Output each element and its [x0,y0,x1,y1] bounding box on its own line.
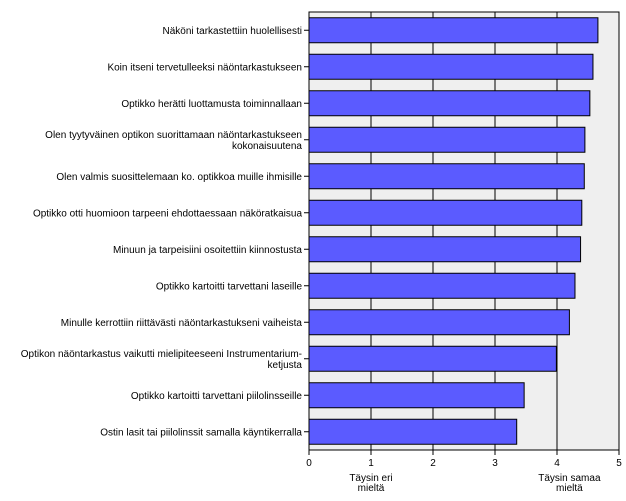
bar-5 [308,163,585,190]
bar-8 [308,272,576,299]
category-label-4: Olen tyytyväinen optikon suorittamaan nä… [45,130,302,152]
category-label-line: Optikon näöntarkastus vaikutti mielipite… [21,349,302,360]
category-label-3: Optikko herätti luottamusta toiminnallaa… [121,99,302,110]
category-label-line: Koin itseni tervetulleeksi näöntarkastuk… [107,62,302,73]
gridlines [370,12,558,450]
plot-area [308,11,620,451]
category-label-line: kokonaisuutena [232,141,302,152]
category-label-5: Olen valmis suosittelemaan ko. optikkoa … [56,172,302,183]
category-label-12: Ostin lasit tai piilolinssit samalla käy… [100,427,302,438]
category-label-line: Optikko herätti luottamusta toiminnallaa… [121,99,302,110]
category-label-11: Optikko kartoitti tarvettani piilolinsse… [131,391,303,402]
category-label-line: Minulle kerrottiin riittävästi näöntarka… [61,318,303,329]
category-label-8: Optikko kartoitti tarvettani laseille [156,281,303,292]
bar-4 [308,126,586,153]
x-tick-label-3: 3 [492,458,498,469]
x-tick-label-4: 4 [554,458,560,469]
category-label-6: Optikko otti huomioon tarpeeni ehdottaes… [33,208,303,219]
x-tick-label-5: 5 [616,458,622,469]
bar-1 [308,17,599,44]
bar-10 [308,345,557,372]
x-tick-label-2: 2 [430,458,436,469]
bars [308,17,599,445]
bar-12 [308,418,518,445]
bar-2 [308,53,594,80]
category-label-line: ketjusta [268,360,303,371]
x-axis-ticks: 0 1 2 3 4 5 [306,450,622,469]
category-labels: Näköni tarkastettiin huolellisesti Koin i… [21,26,303,439]
category-label-line: Näköni tarkastettiin huolellisesti [162,26,302,37]
bar-11 [308,382,525,409]
bar-3 [308,90,591,117]
category-label-1: Näköni tarkastettiin huolellisesti [162,26,302,37]
x-end-label-right: Täysin samaa mieltä [538,473,601,494]
category-label-9: Minulle kerrottiin riittävästi näöntarka… [61,318,303,329]
x-end-label-line: mieltä [358,483,385,494]
category-label-line: Olen tyytyväinen optikon suorittamaan nä… [45,130,302,141]
category-label-line: Optikko otti huomioon tarpeeni ehdottaes… [33,208,303,219]
category-label-line: Minuun ja tarpeisiini osoitettiin kiinno… [113,245,302,256]
category-label-line: Ostin lasit tai piilolinssit samalla käy… [100,427,302,438]
category-label-2: Koin itseni tervetulleeksi näöntarkastuk… [107,62,302,73]
y-axis-ticks [304,29,309,433]
x-end-label-line: Täysin eri [349,473,392,484]
category-label-7: Minuun ja tarpeisiini osoitettiin kiinno… [113,245,302,256]
x-tick-label-0: 0 [306,458,312,469]
category-label-10: Optikon näöntarkastus vaikutti mielipite… [21,349,303,371]
x-end-label-line: Täysin samaa [538,473,601,484]
category-label-line: Optikko kartoitti tarvettani laseille [156,281,303,292]
category-label-line: Optikko kartoitti tarvettani piilolinsse… [131,391,303,402]
x-end-label-left: Täysin eri mieltä [349,473,392,494]
bar-9 [308,309,570,336]
x-end-label-line: mieltä [556,483,583,494]
bar-6 [308,199,583,226]
bar-7 [308,236,582,263]
category-label-line: Olen valmis suosittelemaan ko. optikkoa … [56,172,302,183]
x-tick-label-1: 1 [368,458,374,469]
